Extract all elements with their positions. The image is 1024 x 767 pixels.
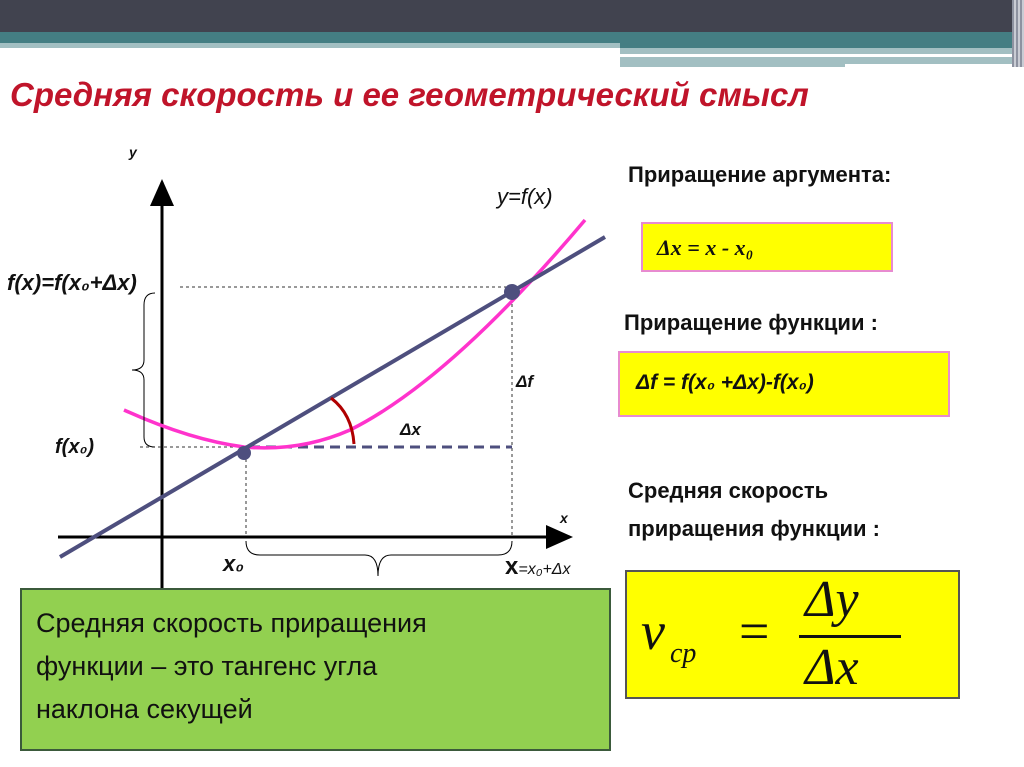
slide-title: Средняя скорость и ее геометрический смы… xyxy=(10,76,809,113)
delta-x-brace xyxy=(245,540,513,577)
header-bar xyxy=(0,0,1024,32)
point-x0 xyxy=(237,446,251,460)
definition-text: Средняя скорость приращения функции – эт… xyxy=(36,602,427,731)
delta-f-brace xyxy=(131,292,156,448)
delta-f-label: Δf xyxy=(516,372,534,391)
function-increment-heading: Приращение функции : xyxy=(624,310,878,335)
argument-formula-box: Δx = x - x₀ xyxy=(641,222,893,272)
function-formula-box: Δf = f(x₀ +Δx)-f(x₀) xyxy=(618,351,950,417)
y-axis-label: y xyxy=(129,144,137,160)
definition-box: Средняя скорость приращения функции – эт… xyxy=(20,588,611,751)
header-edge xyxy=(1012,0,1024,67)
curve-label: y=f(x) xyxy=(497,184,553,209)
argument-increment-heading: Приращение аргумента: xyxy=(628,162,892,187)
secant-line xyxy=(58,235,607,559)
x-value-label: x=x₀+Δx xyxy=(505,553,571,581)
angle-arc xyxy=(330,396,356,445)
definition-line: наклона секущей xyxy=(36,694,253,724)
header-stripe-light xyxy=(0,43,620,48)
function-curve xyxy=(123,218,587,450)
formula-v: v xyxy=(641,601,665,661)
formula-denominator: Δx xyxy=(805,639,859,696)
delta-x-label: Δx xyxy=(400,420,421,439)
fx0-label: f(x₀) xyxy=(55,436,94,458)
fraction-bar xyxy=(799,635,901,638)
header-accent xyxy=(845,64,1024,68)
fx-label: f(x)=f(x₀+Δx) xyxy=(7,270,137,295)
secant-diagram xyxy=(58,179,607,600)
argument-formula: Δx = x - x₀ xyxy=(657,235,754,260)
avg-speed-formula-box: v cp = Δy Δx xyxy=(625,570,960,699)
formula-v-subscript: cp xyxy=(670,638,697,669)
x0-label: x₀ xyxy=(223,551,244,576)
x-label: x xyxy=(505,553,519,580)
x-axis-label: x xyxy=(560,510,568,526)
definition-line: функции – это тангенс угла xyxy=(36,651,378,681)
formula-equals: = xyxy=(739,601,770,661)
avg-speed-heading-1: Средняя скорость xyxy=(628,478,829,503)
function-formula: Δf = f(x₀ +Δx)-f(x₀) xyxy=(636,371,814,394)
formula-numerator: Δy xyxy=(805,571,859,628)
point-x xyxy=(504,284,520,300)
definition-line: Средняя скорость приращения xyxy=(36,608,427,638)
x-equation: =x₀+Δx xyxy=(518,561,571,578)
header-accent xyxy=(620,48,1024,54)
header-accent xyxy=(620,57,1024,67)
avg-speed-heading-2: приращения функции : xyxy=(628,516,880,541)
